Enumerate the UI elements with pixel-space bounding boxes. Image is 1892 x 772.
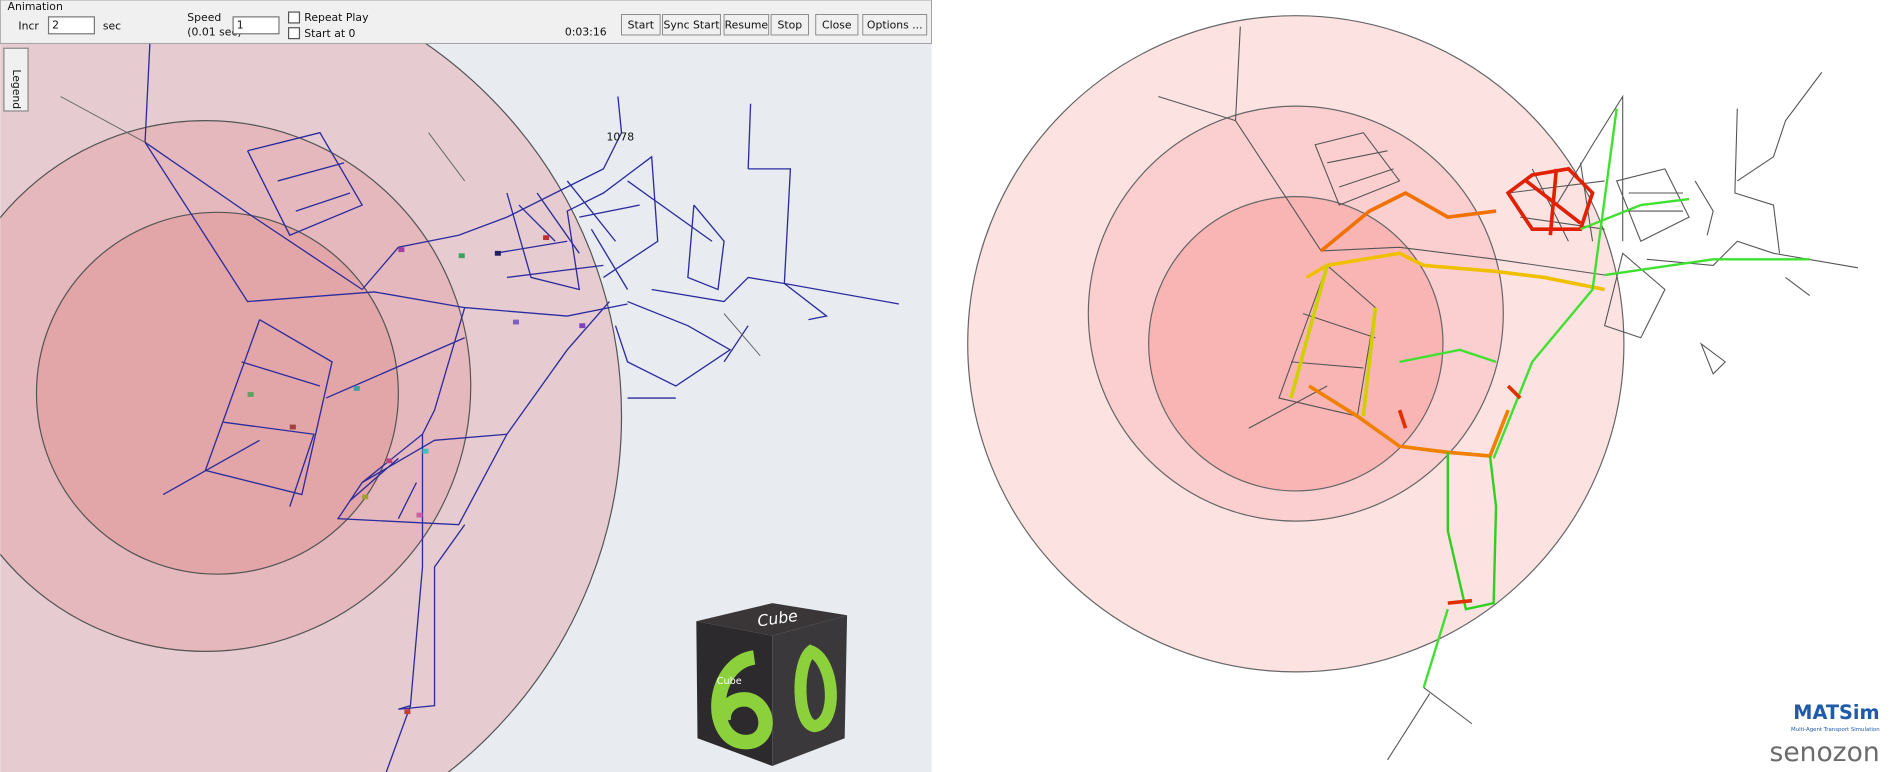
- cube-panel: 1078 Animation Incr 2 sec Speed (0.01 se…: [0, 0, 933, 772]
- incr-value[interactable]: 2: [52, 18, 59, 31]
- button[interactable]: Options ...: [862, 13, 928, 36]
- button[interactable]: Close: [815, 13, 859, 36]
- vehicles: [247, 235, 586, 715]
- matsim-panel: MATSim Multi-Agent Transport Simulation …: [936, 0, 1892, 772]
- time: 0:03:16: [565, 26, 607, 39]
- button-label[interactable]: Start: [628, 18, 655, 31]
- matsim-logo: MATSim Multi-Agent Transport Simulation …: [1770, 701, 1880, 768]
- cube-logo-side: Cube: [717, 676, 742, 687]
- button-label[interactable]: Stop: [777, 18, 802, 31]
- buffer-inner: [35, 211, 399, 575]
- matsim-subtitle: Multi-Agent Transport Simulation: [1791, 727, 1880, 733]
- start-at-0-checkbox[interactable]: [287, 27, 301, 40]
- button-frame[interactable]: [621, 13, 661, 36]
- incr-input[interactable]: [47, 16, 95, 35]
- incr-label: Incr: [18, 20, 39, 33]
- button-label[interactable]: Options ...: [867, 18, 923, 31]
- speed-input[interactable]: [232, 16, 280, 35]
- button[interactable]: Start: [621, 13, 661, 36]
- start-at-0-label[interactable]: Start at 0: [304, 27, 355, 40]
- matsim-title: MATSim: [1793, 701, 1879, 724]
- button[interactable]: Sync Start: [662, 13, 721, 36]
- button-frame[interactable]: [815, 13, 859, 36]
- incr-unit: sec: [103, 20, 121, 33]
- button-label[interactable]: Resume: [725, 18, 769, 31]
- congestion-overlay: [1289, 108, 1810, 688]
- map-label: 1078: [607, 131, 635, 144]
- button[interactable]: Stop: [770, 13, 809, 36]
- company-logo: senozon: [1770, 737, 1880, 768]
- group-label: Animation: [8, 0, 63, 13]
- legend-tab-label[interactable]: Legend: [10, 69, 23, 109]
- buffer-inner: [1148, 196, 1444, 492]
- speed-unit: (0.01 sec): [187, 26, 241, 39]
- speed-value[interactable]: 1: [237, 18, 244, 31]
- button[interactable]: Resume: [723, 13, 770, 36]
- legend-tab[interactable]: Legend: [3, 47, 29, 112]
- button-frame[interactable]: [662, 13, 721, 36]
- button-label[interactable]: Sync Start: [663, 18, 719, 31]
- cube-logo: Cube Cube: [696, 603, 848, 766]
- map: 1078: [0, 43, 900, 772]
- map: [967, 15, 1859, 761]
- button-frame[interactable]: [723, 13, 770, 36]
- road-network: [1158, 26, 1859, 761]
- speed-label: Speed: [187, 11, 221, 24]
- button-frame[interactable]: [862, 13, 928, 36]
- button-label[interactable]: Close: [822, 18, 852, 31]
- buttons: Start Sync Start Resume Stop Close Options ..…: [621, 13, 928, 36]
- repeat-label[interactable]: Repeat Play: [304, 11, 369, 24]
- button-frame[interactable]: [770, 13, 809, 36]
- toolbar: Animation Incr 2 sec Speed (0.01 sec) 1 …: [0, 0, 933, 44]
- road-network: [60, 43, 900, 772]
- repeat-checkbox[interactable]: [287, 11, 301, 24]
